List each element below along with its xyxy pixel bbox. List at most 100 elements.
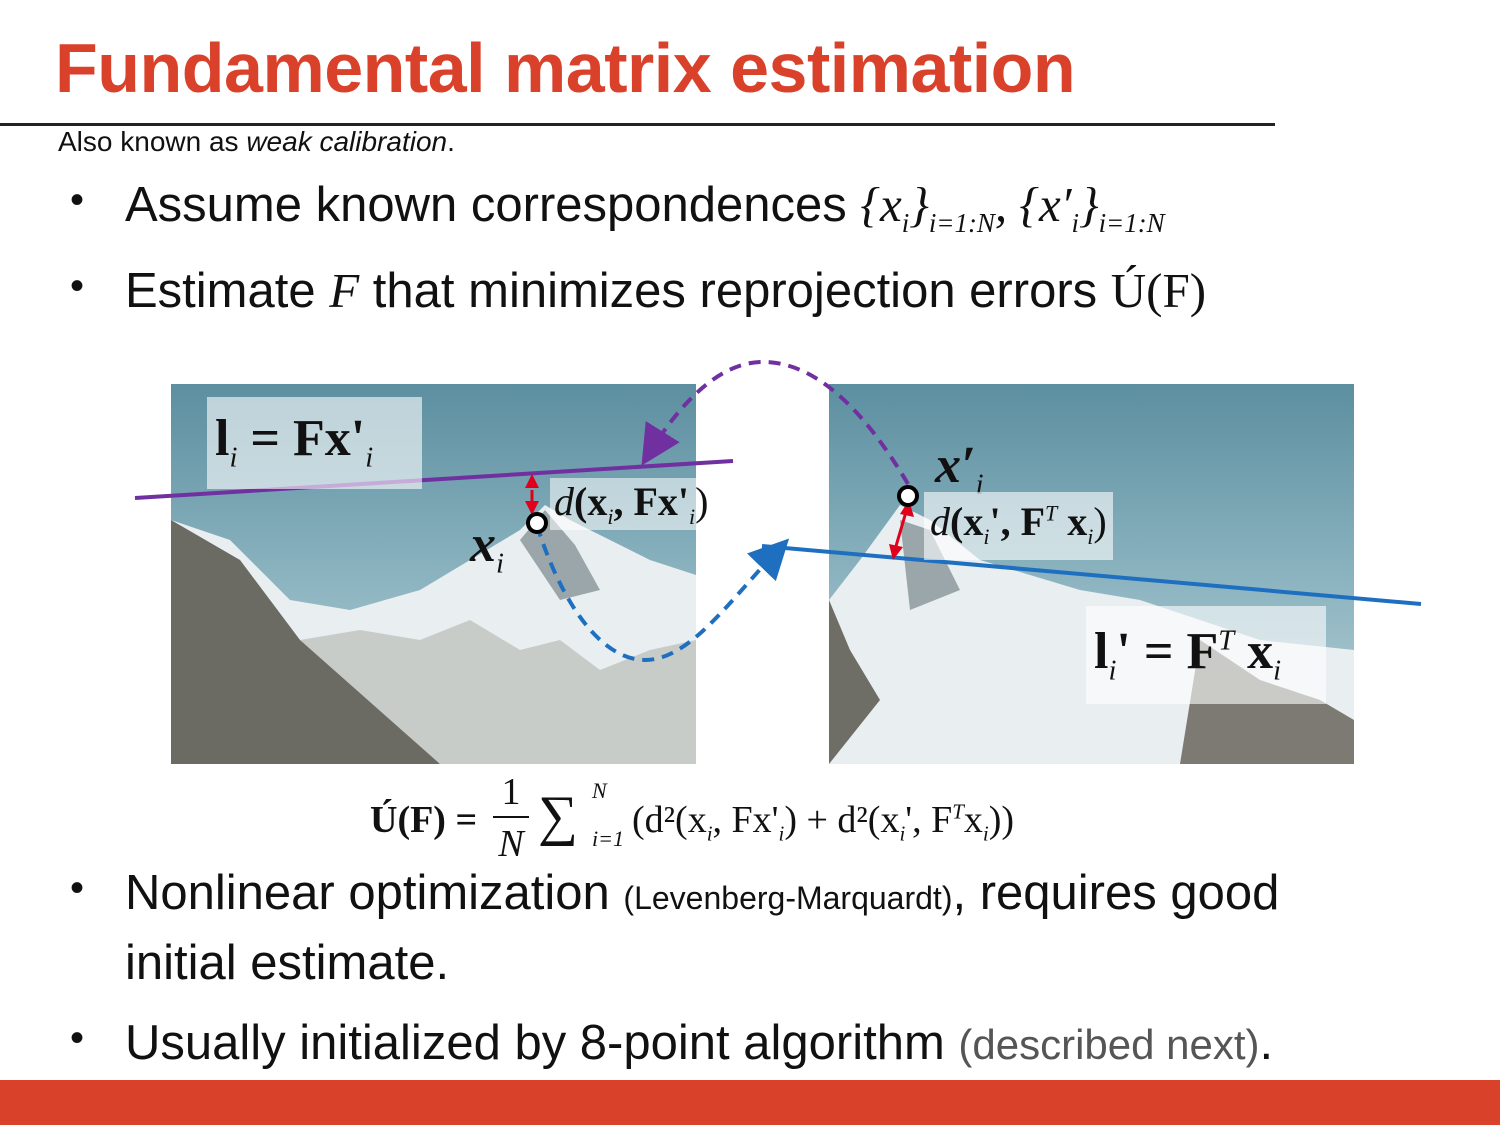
equation-sum-top: N — [592, 778, 607, 803]
footer-bar — [0, 1080, 1500, 1125]
bullet-4-grey: (described next) — [958, 1021, 1260, 1068]
equation-numerator: 1 — [501, 771, 521, 813]
bullet-3-small: (Levenberg-Marquardt) — [623, 880, 953, 916]
equation-lhs: Ú(F) = — [370, 798, 477, 842]
bullet-1: Assume known correspondences {xi}i=1:N, … — [125, 170, 1165, 258]
purple-dashed-arrow — [641, 359, 910, 486]
label-distance-left: d(xi, Fx'i) — [550, 478, 713, 530]
eq-body-1: (d²(x — [632, 799, 707, 841]
label-lpi-box: li' = FT xi — [1086, 606, 1326, 704]
point-xi — [526, 512, 548, 534]
set-xp-sub: i — [1071, 207, 1079, 238]
label-lpi-sub: i — [1108, 655, 1117, 687]
label-li: li = Fx'i — [215, 409, 373, 474]
eq-body-6: x — [963, 799, 983, 841]
set-sep: , — [994, 177, 1020, 232]
bullet-3-text-a: Nonlinear optimization — [125, 866, 624, 920]
bullet-4-text: Usually initialized by 8-point algorithm — [125, 1016, 959, 1070]
subtitle-suffix: . — [447, 126, 455, 157]
set-x-close: } — [909, 177, 929, 232]
d-left-sub: i — [607, 504, 614, 529]
point-xpi — [897, 485, 919, 507]
title-divider — [0, 123, 1275, 126]
bullet-dot: • — [70, 1016, 85, 1060]
d-left-sub2: i — [689, 504, 696, 529]
eq-body-2: , Fx' — [712, 799, 779, 841]
d-left-fx: , Fx' — [613, 479, 689, 524]
label-xi-x: x — [470, 516, 496, 573]
eq-body-3: ) + d²(x — [784, 799, 900, 841]
d-right-sub2: i — [1087, 524, 1094, 549]
set-x-range: i=1:N — [928, 207, 995, 238]
bullet-3: Nonlinear optimization (Levenberg-Marqua… — [125, 858, 1279, 933]
d-left-close: ) — [695, 479, 709, 524]
label-xpi-sub: i — [975, 469, 984, 501]
label-xi-sub: i — [496, 548, 504, 580]
eq-sub-2: i — [778, 821, 785, 846]
label-lpi-sub2: i — [1273, 655, 1282, 687]
set-xp-range: i=1:N — [1098, 207, 1165, 238]
bullet-4: Usually initialized by 8-point algorithm… — [125, 1008, 1273, 1080]
equation-sum-bottom: i=1 — [592, 826, 624, 851]
set-xp-open: {x′ — [1019, 177, 1072, 232]
eq-sub-3: i — [899, 821, 906, 846]
distance-arrowhead — [525, 474, 539, 488]
bullet-2-text-b: that minimizes reprojection errors — [359, 264, 1111, 318]
d-right-x: (x — [950, 499, 984, 544]
blue-dashed-arrow — [535, 524, 790, 663]
label-lpi-eq: ' = F — [1116, 623, 1219, 680]
label-distance-right: d(xi', FT xi) — [924, 492, 1113, 560]
d-right-T: T — [1045, 500, 1058, 526]
eq-sup-T: T — [952, 799, 964, 824]
d-right-sub: i — [983, 524, 990, 549]
label-li-sub2: i — [365, 442, 374, 474]
equation-fraction-bar — [493, 816, 529, 818]
label-xi: xi — [470, 515, 504, 580]
equation-sum: ∑ — [538, 785, 578, 847]
distance-arrowhead — [889, 544, 903, 560]
bullet-3-text-b: , requires good — [952, 866, 1280, 920]
label-lpi-T: T — [1218, 625, 1235, 657]
eq-sub-4: i — [982, 821, 989, 846]
bullet-2-text-a: Estimate — [125, 264, 330, 318]
label-xpi: x′i — [935, 436, 984, 501]
bullet-2: Estimate F that minimizes reprojection e… — [125, 256, 1206, 326]
eq-body-7: )) — [988, 799, 1014, 841]
bullet-2-error: Ú(F) — [1110, 263, 1207, 318]
bullet-1-text: Assume known correspondences — [125, 178, 861, 232]
set-xp-close: } — [1078, 177, 1099, 232]
d-right-f: ', F — [989, 499, 1045, 544]
d-left-d: d — [554, 479, 574, 524]
epipolar-line-left — [134, 459, 734, 500]
label-li-l: l — [215, 410, 230, 467]
subtitle-emphasis: weak calibration — [246, 126, 448, 157]
slide-title: Fundamental matrix estimation — [55, 29, 1076, 107]
distance-arrow-right — [894, 511, 908, 547]
label-lpi-l: l — [1094, 623, 1109, 680]
d-right-close: ) — [1093, 499, 1107, 544]
equation-body: (d²(xi, Fx'i) + d²(xi', FTxi)) — [632, 798, 1014, 847]
label-xpi-x: x′ — [935, 437, 976, 494]
subtitle-prefix: Also known as — [58, 126, 247, 157]
equation-denominator: N — [498, 823, 524, 865]
eq-body-4: ', F — [905, 799, 953, 841]
bullet-4-end: . — [1259, 1016, 1274, 1070]
distance-arrowhead — [900, 500, 914, 517]
distance-arrowhead — [525, 501, 539, 515]
bullet-dot: • — [70, 866, 85, 910]
set-x-open: {x — [860, 177, 902, 232]
bullet-dot: • — [70, 264, 85, 308]
label-li-eq: = Fx' — [237, 410, 366, 467]
bullet-3-line-2: initial estimate. — [125, 936, 450, 990]
equation-lhs-text: Ú(F) = — [370, 799, 478, 841]
label-lpi: li' = FT xi — [1094, 622, 1281, 687]
bullet-1-math: {xi}i=1:N, {x′i}i=1:N — [860, 177, 1164, 238]
bullet-dot: • — [70, 178, 85, 222]
label-lpi-x: x — [1234, 623, 1274, 680]
eq-sub-1: i — [706, 821, 713, 846]
d-right-x2: x — [1057, 499, 1088, 544]
d-right-d: d — [930, 499, 950, 544]
set-x-sub: i — [901, 207, 910, 238]
label-li-box: li = Fx'i — [207, 397, 422, 489]
bullet-2-F: F — [329, 263, 360, 318]
